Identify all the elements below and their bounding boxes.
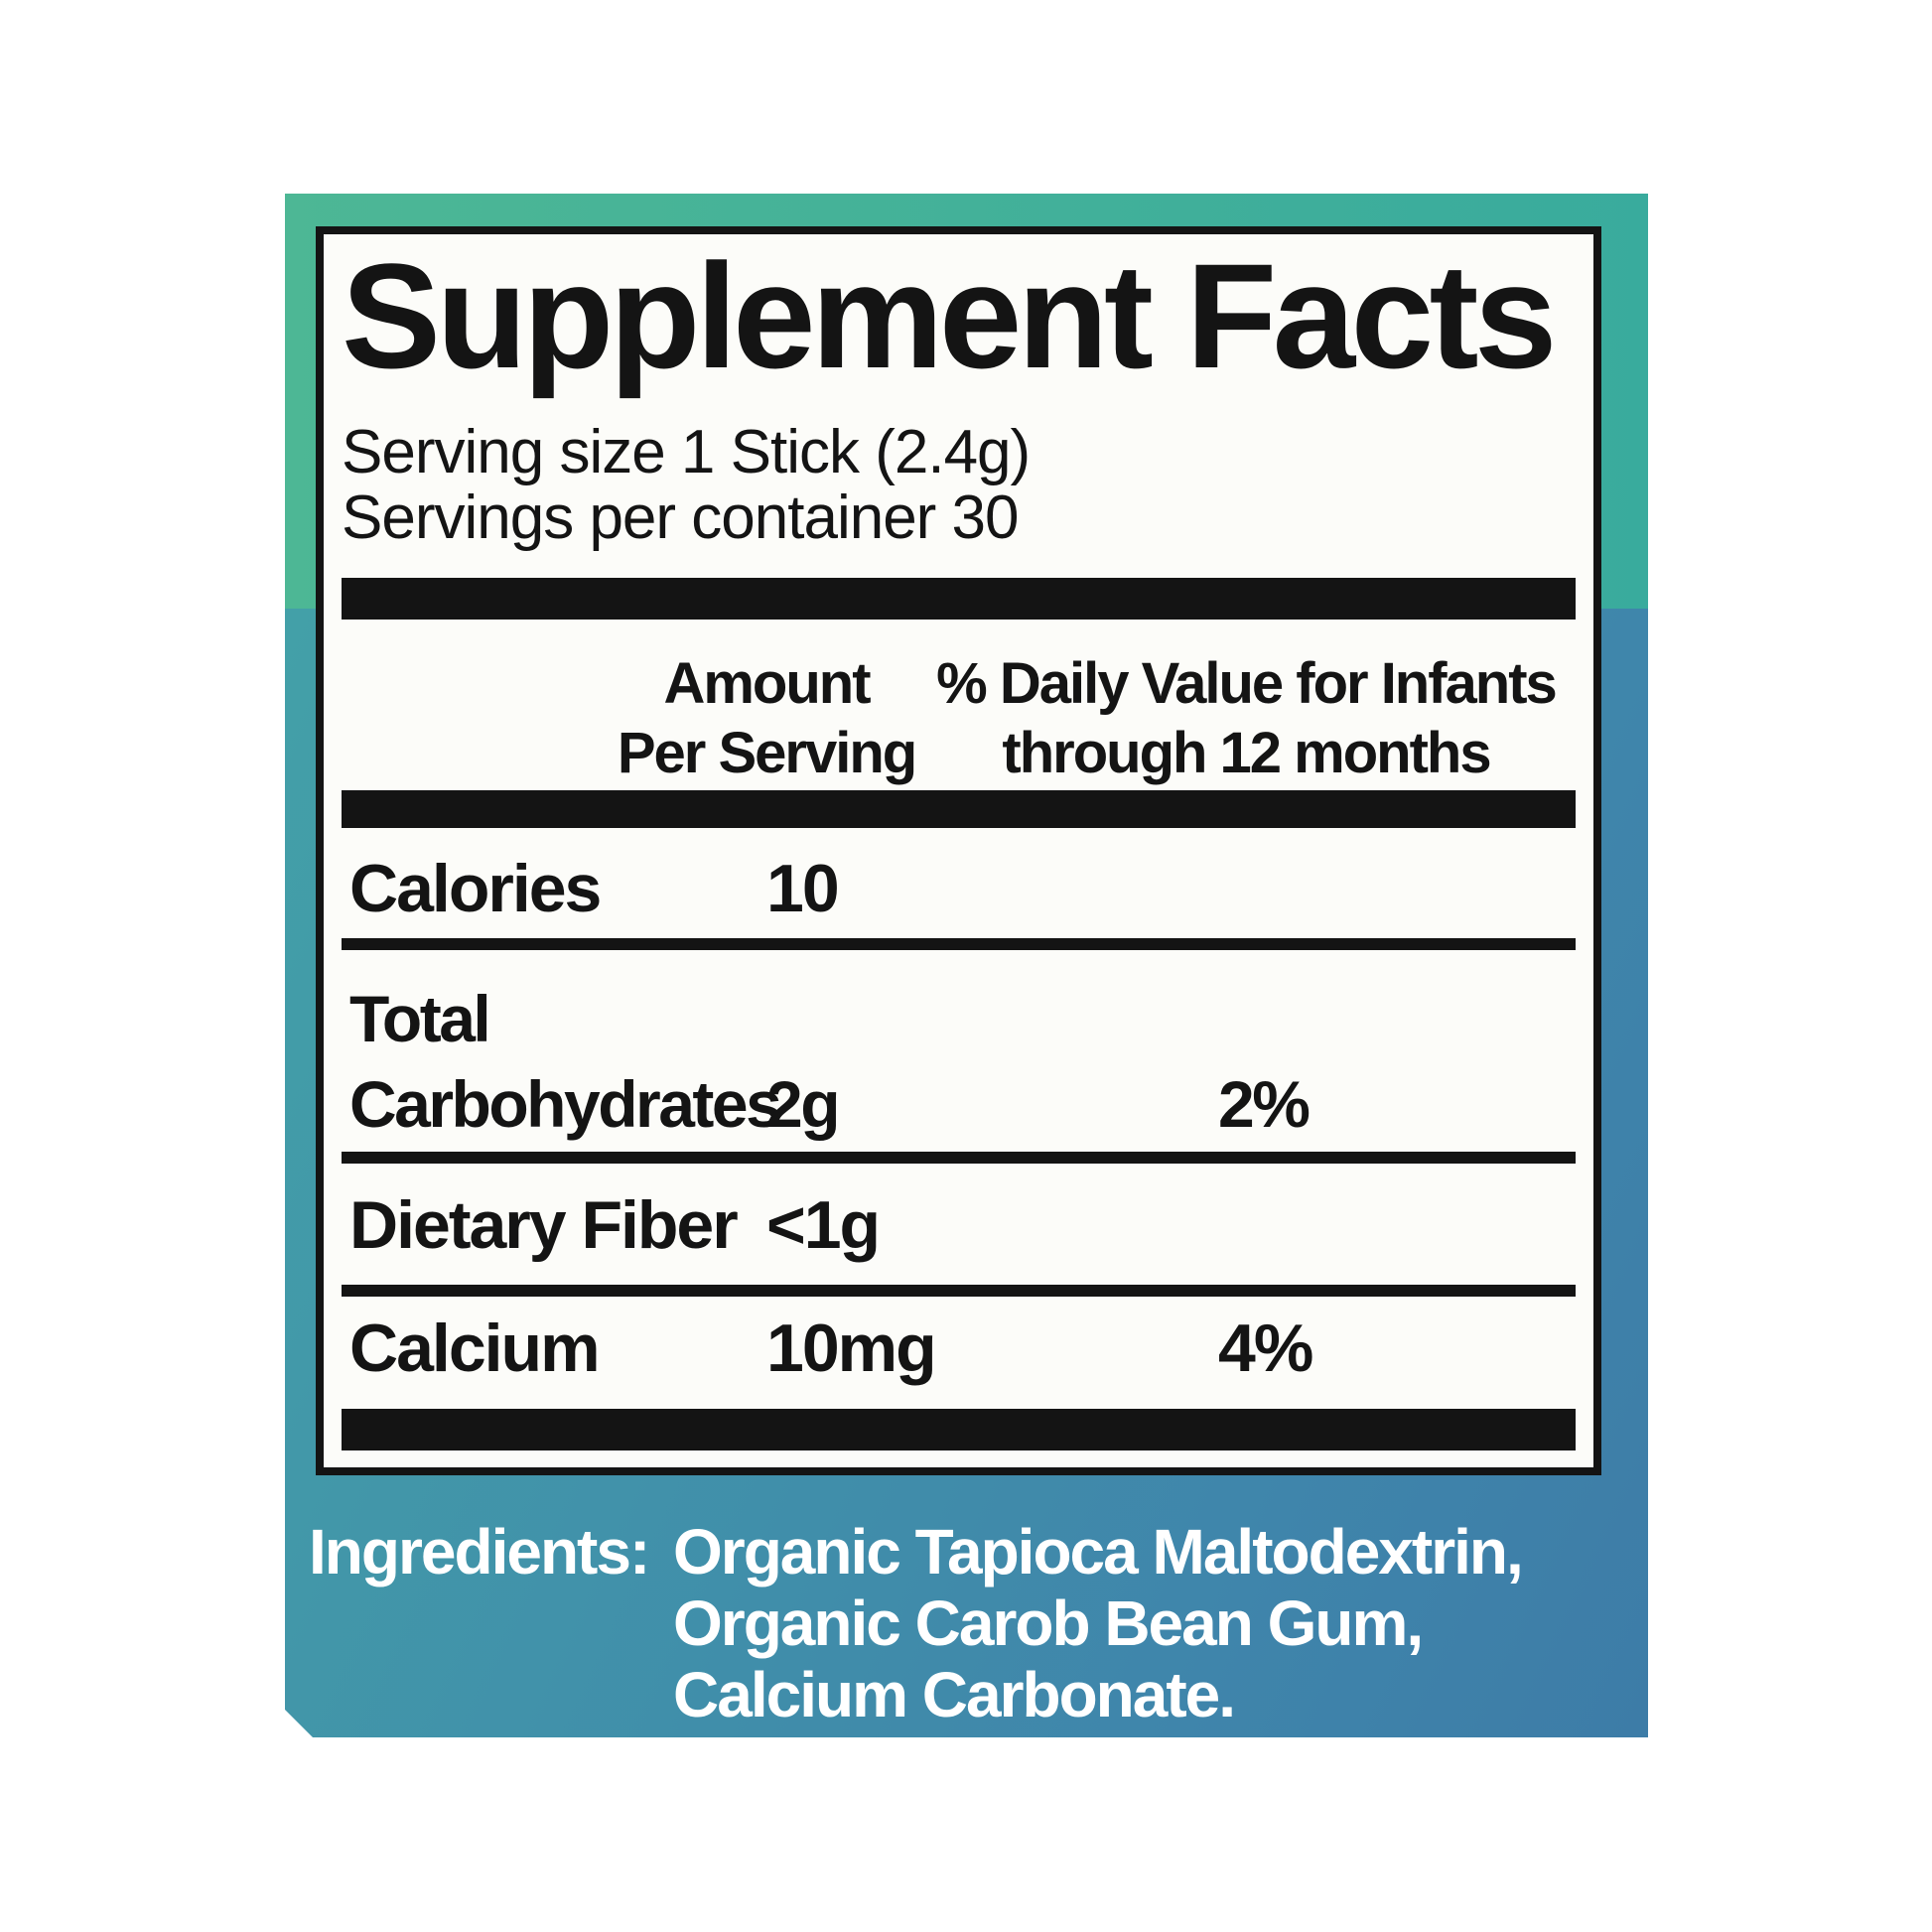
nutrient-label: Calcium — [349, 1311, 599, 1386]
serving-size-line: Serving size 1 Stick (2.4g) — [342, 418, 1031, 486]
daily-value-column-header: % Daily Value for Infants through 12 mon… — [936, 649, 1556, 788]
nutrient-daily-value — [1218, 851, 1576, 926]
nutrient-amount: 2g — [766, 1067, 839, 1141]
nutrient-amount: <1g — [766, 1187, 880, 1263]
nutrient-amount: 10 — [766, 851, 838, 926]
ingredient-line: Calcium Carbonate. — [673, 1659, 1235, 1730]
ingredients-list: Organic Tapioca Maltodextrin, Organic Ca… — [673, 1516, 1522, 1730]
daily-value-header-line2: through 12 months — [1002, 721, 1490, 785]
row-dietary-fiber: Dietary Fiber <1g — [342, 1164, 1576, 1297]
nutrient-daily-value: 4% — [1218, 1311, 1312, 1386]
nutrient-daily-value: 2% — [1218, 1067, 1309, 1141]
ingredients-section: Ingredients: Organic Tapioca Maltodextri… — [309, 1516, 1522, 1730]
row-total-carbohydrates: Total Carbohydrates 2g 2% — [342, 950, 1576, 1164]
nutrient-daily-value — [1218, 1187, 1576, 1263]
servings-per-container-line: Servings per container 30 — [342, 483, 1019, 552]
supplement-facts-panel: Supplement Facts Serving size 1 Stick (2… — [316, 226, 1601, 1475]
amount-column-header: Amount Per Serving — [618, 649, 915, 788]
nutrient-label: Total Carbohydrates — [349, 976, 766, 1147]
divider-bar-header — [342, 790, 1576, 828]
nutrient-label-line1: Total — [349, 982, 489, 1055]
ingredient-line: Organic Tapioca Maltodextrin, — [673, 1516, 1522, 1587]
ingredients-label: Ingredients: — [309, 1516, 649, 1587]
divider-bar-top — [342, 578, 1576, 620]
nutrient-label: Dietary Fiber — [349, 1187, 737, 1263]
column-header-row: Amount Per Serving % Daily Value for Inf… — [342, 620, 1576, 790]
label-card: Supplement Facts Serving size 1 Stick (2… — [285, 194, 1648, 1737]
panel-title: Supplement Facts — [342, 232, 1553, 399]
amount-header-line2: Per Serving — [617, 721, 916, 785]
nutrient-label: Calories — [349, 851, 601, 926]
ingredient-line: Organic Carob Bean Gum, — [673, 1587, 1423, 1659]
row-calories: Calories 10 — [342, 828, 1576, 950]
row-calcium: Calcium 10mg 4% — [342, 1297, 1576, 1409]
nutrient-amount: 10mg — [766, 1311, 935, 1386]
divider-bar-bottom — [342, 1409, 1576, 1450]
daily-value-header-line1: % Daily Value for Infants — [936, 651, 1556, 716]
amount-header-line1: Amount — [663, 651, 870, 716]
nutrient-label-line2: Carbohydrates — [349, 1067, 780, 1141]
